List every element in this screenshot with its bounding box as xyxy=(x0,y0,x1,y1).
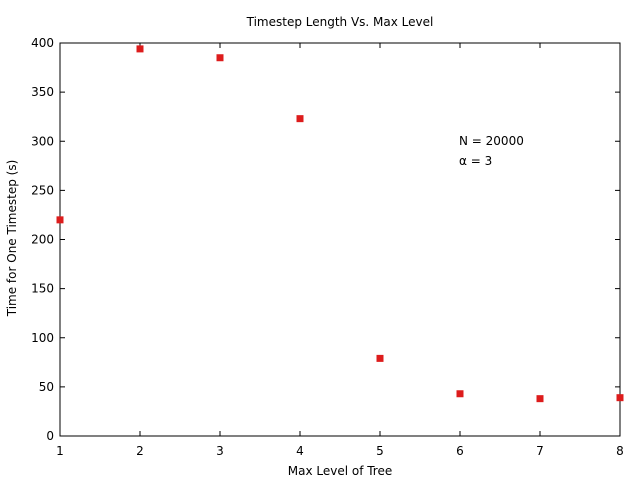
axis-ticks xyxy=(59,42,621,437)
y-tick-label: 400 xyxy=(31,36,54,50)
data-point xyxy=(616,394,624,402)
data-point xyxy=(216,54,224,62)
x-tick-label: 2 xyxy=(136,444,144,458)
y-tick-label: 250 xyxy=(31,183,54,197)
y-tick-label: 300 xyxy=(31,134,54,148)
x-tick-label: 8 xyxy=(616,444,624,458)
data-points xyxy=(56,45,624,403)
x-axis-title: Max Level of Tree xyxy=(288,464,393,478)
data-point xyxy=(376,354,384,362)
y-tick-label: 350 xyxy=(31,85,54,99)
plot-frame xyxy=(59,42,621,437)
y-tick-label: 200 xyxy=(31,233,54,247)
data-point xyxy=(56,216,64,224)
y-tick-labels: 0 50 100 150 200 250 300 350 400 xyxy=(31,36,54,443)
x-tick-label: 6 xyxy=(456,444,464,458)
x-tick-label: 1 xyxy=(56,444,64,458)
y-tick-label: 50 xyxy=(39,380,54,394)
x-tick-labels: 1 2 3 4 5 6 7 8 xyxy=(56,444,624,458)
y-tick-label: 0 xyxy=(46,429,54,443)
y-tick-label: 150 xyxy=(31,282,54,296)
y-tick-label: 100 xyxy=(31,331,54,345)
y-axis-title: Time for One Timestep (s) xyxy=(5,160,19,318)
chart-title: Timestep Length Vs. Max Level xyxy=(246,15,434,29)
annotation-n: N = 20000 xyxy=(459,134,524,148)
annotation-alpha: α = 3 xyxy=(459,154,492,168)
data-point xyxy=(536,395,544,403)
data-point xyxy=(136,45,144,53)
data-point xyxy=(456,390,464,398)
x-tick-label: 3 xyxy=(216,444,224,458)
x-tick-label: 5 xyxy=(376,444,384,458)
data-point xyxy=(296,115,304,123)
x-tick-label: 7 xyxy=(536,444,544,458)
x-tick-label: 4 xyxy=(296,444,304,458)
